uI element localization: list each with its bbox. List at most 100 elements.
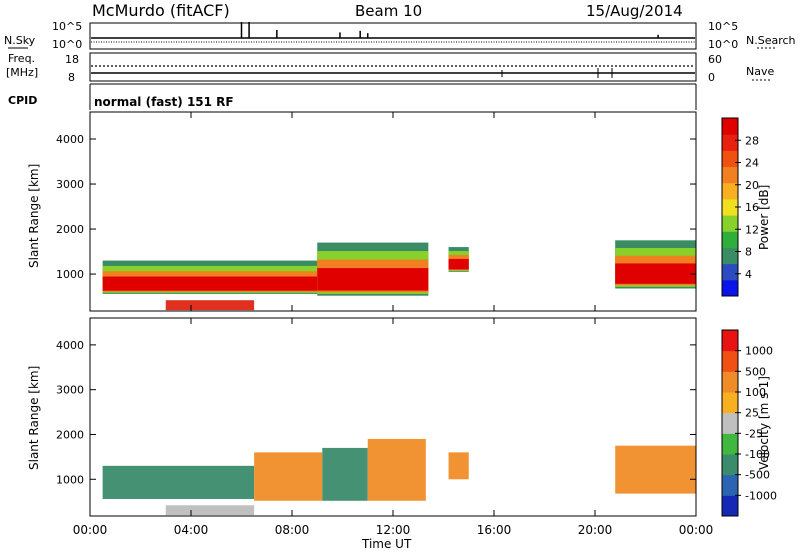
colorbar-swatch	[722, 474, 738, 496]
x-tick-label: 16:00	[477, 523, 512, 537]
colorbar-swatch	[722, 182, 738, 200]
power-ylabel: Slant Range [km]	[27, 164, 41, 268]
colorbar-swatch	[722, 350, 738, 372]
noise-right-label: N.Search	[746, 34, 796, 47]
station-title: McMurdo (fitACF)	[92, 1, 230, 20]
x-tick-label: 04:00	[174, 523, 209, 537]
date-title: 15/Aug/2014	[586, 2, 683, 20]
colorbar-swatch	[722, 166, 738, 184]
noise-left-label: N.Sky	[4, 34, 36, 47]
colorbar-swatch	[722, 150, 738, 168]
noise-spikes	[240, 22, 659, 38]
colorbar-tick-label: 1000	[745, 345, 773, 358]
velocity-echo-band	[254, 452, 323, 501]
colorbar-tick-label: -500	[745, 469, 770, 482]
colorbar-tick-label: 100	[745, 386, 766, 399]
colorbar-tick-label: 12	[745, 223, 759, 236]
noise-left-tick-top: 10^5	[52, 20, 82, 33]
x-tick-label: 12:00	[376, 523, 411, 537]
power-echo-band	[317, 268, 429, 291]
velocity-echo-band	[102, 465, 255, 499]
colorbar-tick-label: 16	[745, 201, 759, 214]
power-y-ticks: 1000 2000 3000 4000	[56, 133, 696, 281]
colorbar-tick-label: 24	[745, 157, 759, 170]
cpid-text: normal (fast) 151 RF	[94, 95, 234, 109]
colorbar-swatch	[722, 392, 738, 414]
x-axis-label: Time UT	[361, 537, 412, 551]
colorbar-tick-label: 25	[745, 407, 759, 420]
power-echo-band	[615, 263, 696, 284]
velocity-colorbar-label: Velocity [m s-1]	[757, 376, 771, 470]
y-tick-label: 2000	[56, 428, 84, 441]
velocity-colorbar: 1000 500 100 25 -25 -100 -500 -1000	[721, 329, 777, 517]
velocity-echo-band	[448, 452, 469, 480]
power-panel: Slant Range [km] 1000 2000 3000 4000 4 8 12 16…	[27, 111, 771, 312]
colorbar-tick-label: -100	[745, 448, 770, 461]
colorbar-swatch	[722, 263, 738, 281]
velocity-x-ticks: 00:00 04:00 08:00 12:00 16:00 20:00 00:00	[73, 318, 714, 537]
freq-label: Freq.	[8, 52, 35, 65]
x-tick-label: 08:00	[275, 523, 310, 537]
colorbar-swatch	[722, 279, 738, 297]
freq-panel: Freq. [MHz] 18 8 60 0 Nave	[6, 52, 774, 84]
power-echo-band	[102, 276, 318, 291]
y-tick-label: 1000	[56, 268, 84, 281]
velocity-ylabel: Slant Range [km]	[27, 366, 41, 470]
colorbar-swatch	[722, 412, 738, 434]
colorbar-swatch	[722, 231, 738, 248]
y-tick-label: 2000	[56, 223, 84, 236]
beam-title: Beam 10	[355, 2, 422, 20]
colorbar-swatch	[722, 247, 738, 265]
colorbar-swatch	[722, 495, 738, 517]
y-tick-label: 3000	[56, 384, 84, 397]
x-tick-label: 00:00	[679, 523, 714, 537]
colorbar-tick-label: 4	[745, 268, 752, 281]
velocity-echo-band	[367, 438, 426, 501]
x-tick-label: 00:00	[73, 523, 108, 537]
y-tick-label: 1000	[56, 473, 84, 486]
power-echo-band	[448, 258, 469, 270]
ground-scatter-strip	[165, 300, 255, 311]
power-x-ticks	[89, 112, 697, 311]
cpid-panel: CPID normal (fast) 151 RF	[8, 83, 697, 110]
colorbar-swatch	[722, 215, 738, 232]
x-tick-label: 20:00	[578, 523, 613, 537]
velocity-echoes	[102, 438, 696, 516]
colorbar-swatch	[722, 433, 738, 455]
colorbar-tick-label: 8	[745, 246, 752, 259]
colorbar-swatch	[722, 371, 738, 393]
freq-frame	[89, 52, 697, 82]
freq-right-label: Nave	[746, 65, 774, 78]
colorbar-swatch	[722, 198, 738, 216]
noise-left-tick-bottom: 10^0	[52, 38, 82, 51]
freq-left-tick-top: 18	[65, 53, 79, 66]
power-colorbar-label: Power [dB]	[757, 185, 771, 250]
colorbar-frame	[721, 329, 739, 517]
y-tick-label: 4000	[56, 339, 84, 352]
ground-scatter-strip	[165, 505, 255, 516]
colorbar-tick-label: 500	[745, 365, 766, 378]
velocity-y-ticks: 1000 2000 3000 4000	[56, 339, 696, 486]
noise-panel: N.Sky 10^5 10^0 10^5 10^0 N.Search	[4, 20, 796, 51]
colorbar-tick-label: 20	[745, 179, 759, 192]
cpid-label: CPID	[8, 94, 37, 107]
y-tick-label: 4000	[56, 133, 84, 146]
colorbar-tick-label: -25	[745, 427, 763, 440]
noise-frame	[89, 22, 697, 50]
freq-left-tick-bottom: 8	[68, 71, 75, 84]
velocity-echo-band	[615, 445, 696, 494]
freq-unit-label: [MHz]	[6, 66, 38, 79]
colorbar-swatch	[722, 454, 738, 476]
velocity-echo-band	[322, 447, 368, 501]
colorbar-swatch	[722, 330, 738, 352]
y-tick-label: 3000	[56, 178, 84, 191]
noise-right-tick-bottom: 10^0	[708, 38, 738, 51]
noise-right-tick-top: 10^5	[708, 20, 738, 33]
freq-right-tick-top: 60	[708, 53, 722, 66]
colorbar-tick-label: -1000	[745, 489, 777, 502]
colorbar-tick-label: 28	[745, 134, 759, 147]
power-colorbar: 4 8 12 16 20 24 28	[721, 117, 759, 297]
colorbar-swatch	[722, 134, 738, 151]
